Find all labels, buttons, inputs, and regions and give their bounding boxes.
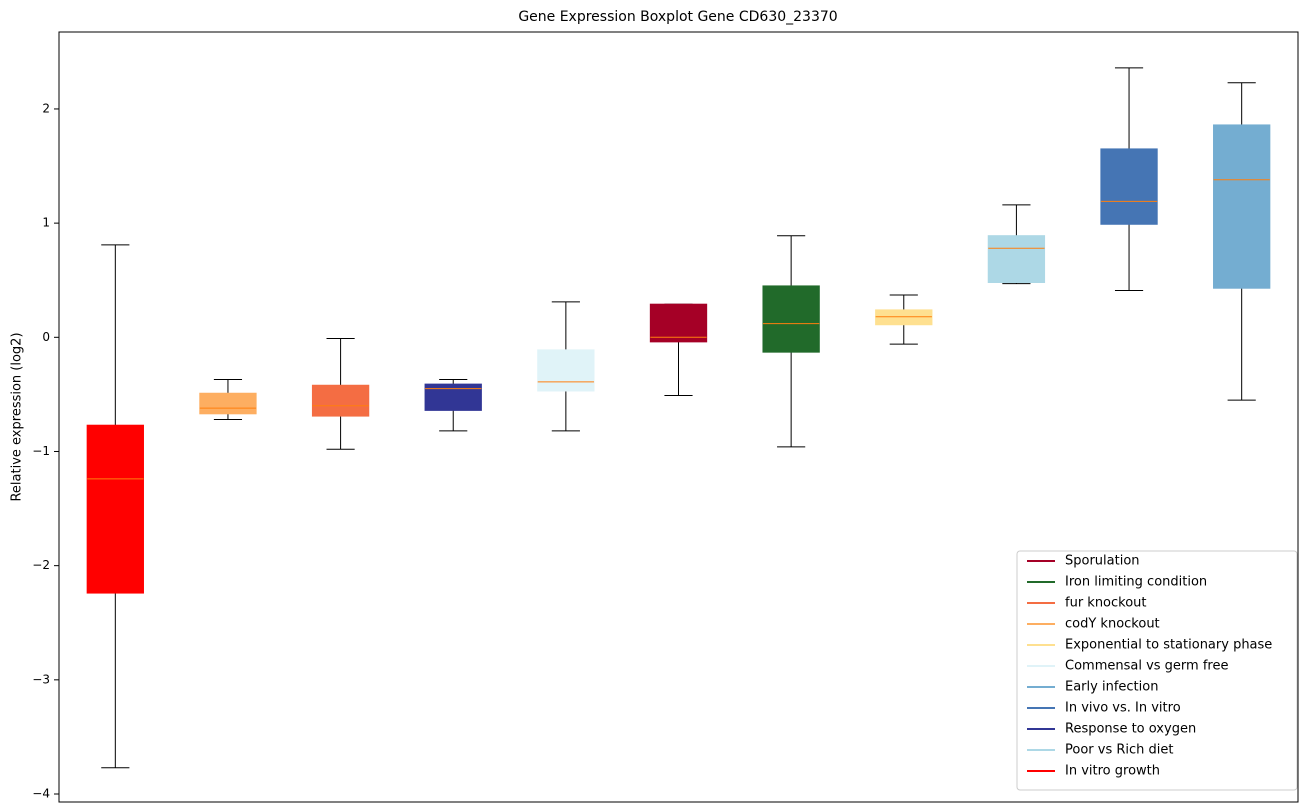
y-tick-label: −2	[32, 558, 50, 572]
y-tick-label: 2	[42, 101, 50, 115]
y-tick-label: −1	[32, 444, 50, 458]
box	[762, 285, 820, 353]
box	[424, 383, 482, 411]
legend-label: Exponential to stationary phase	[1065, 638, 1272, 653]
legend-label: Sporulation	[1065, 554, 1140, 569]
box	[311, 384, 370, 417]
box	[1213, 124, 1271, 289]
legend-label: fur knockout	[1065, 596, 1147, 611]
box	[1100, 148, 1158, 225]
legend-label: Early infection	[1065, 680, 1158, 695]
legend-label: Iron limiting condition	[1065, 575, 1207, 590]
y-tick-label: 0	[42, 330, 50, 344]
box	[649, 303, 708, 343]
box	[875, 309, 933, 326]
chart-title: Gene Expression Boxplot Gene CD630_23370	[518, 9, 837, 25]
legend-label: Commensal vs germ free	[1065, 659, 1228, 674]
box	[86, 424, 144, 594]
legend-frame	[1016, 550, 1298, 791]
legend-label: Response to oxygen	[1065, 722, 1196, 737]
box	[537, 349, 595, 392]
box	[199, 392, 257, 415]
legend-label: Poor vs Rich diet	[1065, 743, 1173, 758]
y-tick-label: −4	[32, 787, 50, 801]
legend-label: In vitro growth	[1065, 764, 1160, 779]
legend-label: codY knockout	[1065, 617, 1160, 632]
legend-label: In vivo vs. In vitro	[1065, 701, 1181, 716]
y-axis-label: Relative expression (log2)	[10, 332, 25, 501]
plot-frame	[58, 31, 1299, 803]
box	[987, 235, 1046, 284]
y-tick-label: 1	[42, 216, 50, 230]
y-tick-label: −3	[32, 672, 50, 686]
